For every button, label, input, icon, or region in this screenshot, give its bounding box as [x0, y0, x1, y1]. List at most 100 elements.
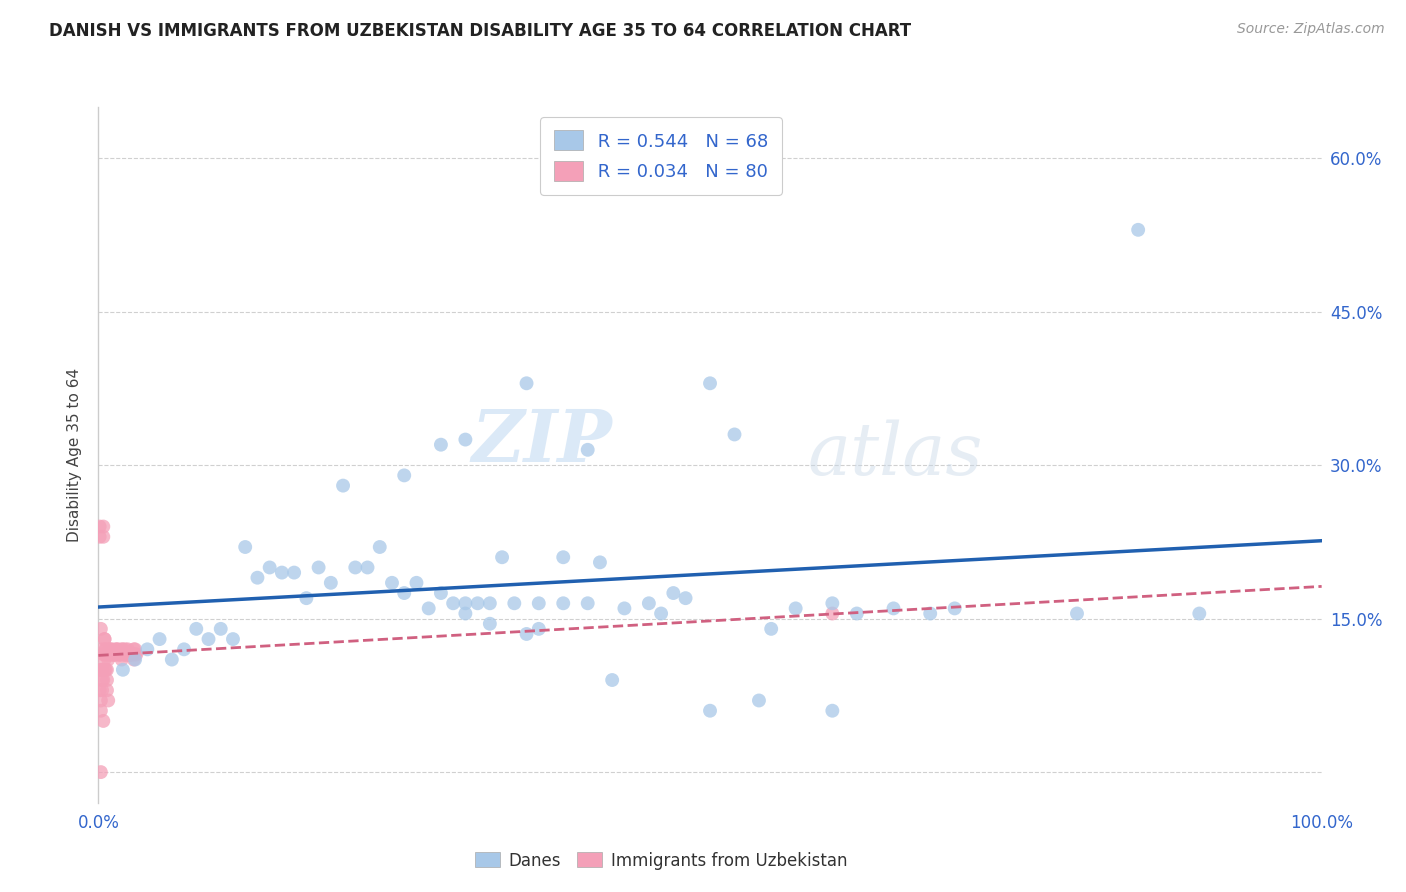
Point: [93, 632, 115, 646]
Point: [295, 591, 318, 606]
Point: [91, 673, 114, 687]
Point: [104, 642, 127, 657]
Point: [478, 616, 501, 631]
Point: [112, 648, 135, 662]
Point: [515, 376, 537, 391]
Point: [101, 642, 124, 657]
Point: [115, 648, 138, 662]
Point: [91, 663, 114, 677]
Point: [160, 652, 183, 666]
Text: DANISH VS IMMIGRANTS FROM UZBEKISTAN DISABILITY AGE 35 TO 64 CORRELATION CHART: DANISH VS IMMIGRANTS FROM UZBEKISTAN DIS…: [49, 22, 911, 40]
Point: [308, 560, 330, 574]
Point: [111, 648, 134, 662]
Point: [104, 648, 127, 662]
Point: [233, 540, 256, 554]
Point: [124, 652, 146, 666]
Point: [405, 575, 427, 590]
Point: [246, 571, 269, 585]
Point: [356, 560, 378, 574]
Point: [120, 648, 142, 662]
Point: [110, 648, 132, 662]
Point: [96, 673, 118, 687]
Point: [845, 607, 868, 621]
Point: [883, 601, 905, 615]
Point: [430, 438, 453, 452]
Point: [97, 693, 120, 707]
Point: [90, 622, 112, 636]
Point: [107, 648, 129, 662]
Point: [91, 663, 114, 677]
Point: [91, 519, 114, 533]
Point: [209, 622, 232, 636]
Point: [117, 648, 139, 662]
Point: [111, 663, 134, 677]
Point: [107, 642, 129, 657]
Point: [91, 642, 114, 657]
Point: [94, 642, 117, 657]
Point: [89, 530, 111, 544]
Point: [467, 596, 489, 610]
Point: [173, 642, 195, 657]
Point: [111, 642, 134, 657]
Point: [149, 632, 172, 646]
Point: [98, 642, 121, 657]
Point: [90, 704, 112, 718]
Point: [114, 642, 136, 657]
Point: [675, 591, 697, 606]
Point: [638, 596, 661, 610]
Point: [1128, 223, 1150, 237]
Point: [270, 566, 294, 580]
Point: [93, 663, 115, 677]
Point: [283, 566, 305, 580]
Point: [91, 648, 114, 662]
Point: [110, 648, 132, 662]
Point: [101, 648, 124, 662]
Point: [650, 607, 672, 621]
Point: [117, 642, 139, 657]
Point: [748, 693, 770, 707]
Point: [527, 622, 550, 636]
Point: [111, 642, 134, 657]
Point: [115, 648, 138, 662]
Point: [392, 586, 416, 600]
Point: [89, 519, 111, 533]
Point: [553, 550, 575, 565]
Point: [381, 575, 404, 590]
Point: [97, 652, 120, 666]
Point: [103, 648, 125, 662]
Point: [761, 622, 783, 636]
Point: [124, 642, 146, 657]
Point: [576, 442, 599, 457]
Text: atlas: atlas: [808, 419, 983, 491]
Point: [94, 663, 117, 677]
Point: [454, 596, 477, 610]
Point: [108, 648, 131, 662]
Point: [121, 648, 143, 662]
Point: [418, 601, 440, 615]
Point: [723, 427, 745, 442]
Point: [121, 648, 143, 662]
Point: [120, 648, 142, 662]
Point: [430, 586, 453, 600]
Point: [93, 652, 115, 666]
Point: [259, 560, 281, 574]
Point: [613, 601, 636, 615]
Point: [368, 540, 391, 554]
Point: [1188, 607, 1211, 621]
Point: [527, 596, 550, 610]
Point: [100, 648, 122, 662]
Point: [94, 642, 117, 657]
Point: [114, 648, 136, 662]
Point: [785, 601, 807, 615]
Point: [93, 632, 115, 646]
Point: [699, 376, 721, 391]
Point: [136, 642, 159, 657]
Point: [97, 648, 120, 662]
Point: [222, 632, 245, 646]
Point: [101, 648, 124, 662]
Y-axis label: Disability Age 35 to 64: Disability Age 35 to 64: [67, 368, 83, 542]
Point: [441, 596, 464, 610]
Point: [89, 683, 111, 698]
Point: [392, 468, 416, 483]
Point: [89, 663, 111, 677]
